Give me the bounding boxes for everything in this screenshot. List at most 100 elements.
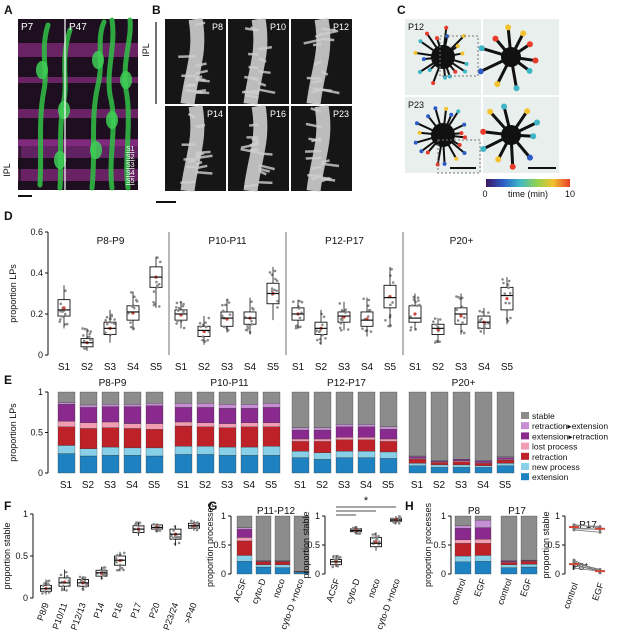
data-point <box>176 535 179 539</box>
data-point <box>155 285 159 289</box>
mean-marker <box>62 306 66 310</box>
data-point <box>340 308 344 312</box>
data-point <box>64 570 68 574</box>
bar-segment <box>379 426 398 430</box>
panel-e-chart <box>57 391 529 481</box>
x-tick-label: P14 <box>92 601 107 619</box>
data-point <box>336 564 340 568</box>
x-tick-label: S5 <box>265 480 278 491</box>
significance-star: * <box>364 495 369 507</box>
data-point <box>478 326 481 330</box>
spine <box>244 93 259 99</box>
data-point <box>502 281 505 285</box>
data-point <box>88 332 92 336</box>
data-point <box>377 534 380 538</box>
data-point <box>320 323 324 327</box>
data-point <box>152 303 156 307</box>
data-point <box>318 329 322 333</box>
tip-color <box>418 39 423 44</box>
age-label: P10 <box>270 22 286 32</box>
tip-color <box>526 154 533 161</box>
bar-segment <box>291 438 310 442</box>
process <box>420 134 444 153</box>
x-tick-label: S1 <box>58 362 71 373</box>
bar-segment <box>291 457 310 474</box>
data-point <box>78 575 82 579</box>
y-axis-title: proportion stable <box>541 511 551 578</box>
data-point <box>110 313 114 317</box>
legend-label: new process <box>532 462 580 472</box>
tip-color <box>461 34 466 39</box>
bar-segment <box>79 391 98 406</box>
spine <box>195 69 208 75</box>
x-tick-label: S1 <box>294 480 307 491</box>
bar-segment <box>313 459 332 474</box>
data-point <box>63 312 67 316</box>
mean-marker <box>459 314 463 318</box>
data-point <box>228 313 232 316</box>
tip-color <box>477 68 484 75</box>
colorbar-min: 0 <box>482 189 487 199</box>
data-point <box>173 535 177 538</box>
data-point <box>412 298 416 301</box>
data-point <box>250 300 253 303</box>
bar-segment <box>430 467 449 474</box>
data-point <box>110 321 114 324</box>
spine <box>310 107 322 114</box>
data-point <box>462 331 466 335</box>
green-cell <box>106 17 116 191</box>
process <box>432 56 444 84</box>
data-point <box>170 534 173 538</box>
ipl-label: IPL <box>141 43 151 57</box>
bar-segment <box>196 407 215 423</box>
data-point <box>276 299 279 303</box>
data-point <box>438 340 441 343</box>
bar-segment <box>218 423 237 428</box>
process <box>482 133 512 151</box>
data-point <box>83 347 87 350</box>
data-point <box>409 315 412 318</box>
data-point <box>129 325 133 329</box>
tip-color <box>464 61 469 66</box>
legend-swatch <box>521 422 529 430</box>
data-point <box>221 303 224 307</box>
y-tick-label: 0.5 <box>30 428 43 438</box>
data-point <box>391 281 395 284</box>
data-point <box>60 587 64 590</box>
bar-segment <box>123 406 142 424</box>
spine <box>314 32 323 39</box>
data-point <box>221 314 224 318</box>
data-point <box>41 584 45 588</box>
bar-segment <box>145 391 164 404</box>
bar-segment <box>379 438 398 442</box>
data-point <box>418 303 421 307</box>
spine <box>258 164 275 171</box>
data-point <box>77 584 81 588</box>
data-point <box>367 298 371 302</box>
cell-soma <box>90 141 102 159</box>
y-tick-label: 1 <box>38 387 43 397</box>
process <box>509 56 518 89</box>
data-point <box>61 584 65 588</box>
legend-label: extension <box>532 472 569 482</box>
tip-color <box>419 149 424 154</box>
legend-swatch <box>521 473 529 481</box>
bar-segment <box>379 451 398 459</box>
dendrite <box>306 104 331 192</box>
bar-segment <box>101 427 120 448</box>
tip-color <box>487 108 494 115</box>
bar-segment <box>408 459 427 464</box>
spine <box>180 180 196 185</box>
bar-segment <box>430 464 449 468</box>
data-point <box>322 315 326 319</box>
bar-segment <box>240 403 259 409</box>
x-tick-label: P10/11 <box>50 601 69 631</box>
bar-segment <box>123 455 142 474</box>
data-point <box>246 326 250 330</box>
tip-color <box>463 135 468 140</box>
x-tick-label: ACSF <box>231 577 249 603</box>
x-tick-label: S3 <box>338 480 351 491</box>
cell-soma <box>54 151 66 169</box>
bar-segment <box>500 564 518 568</box>
data-point <box>105 315 109 319</box>
